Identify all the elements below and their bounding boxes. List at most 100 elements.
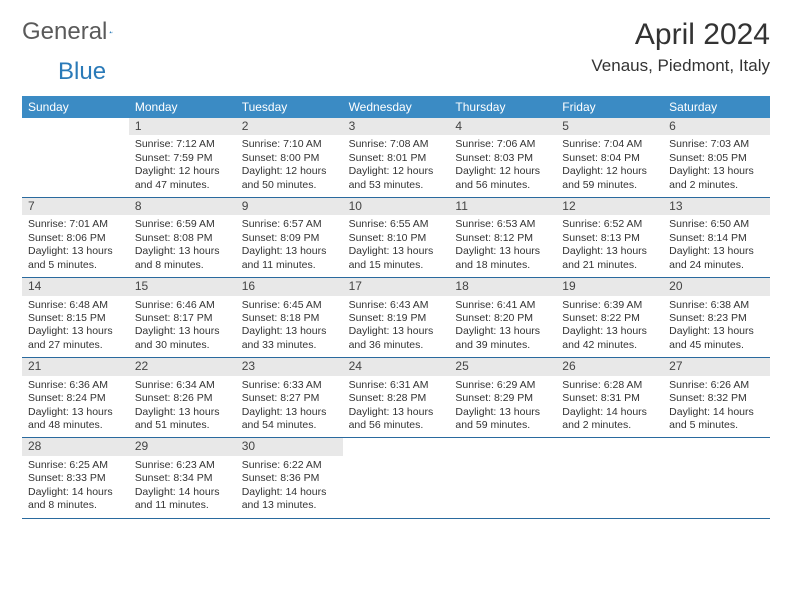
day-detail-line: Daylight: 13 hours and 5 minutes. [28,245,123,272]
day-number: 16 [236,278,343,295]
day-number: 3 [343,118,450,135]
day-detail-line: Sunrise: 6:57 AM [242,218,337,231]
day-number: 19 [556,278,663,295]
day-detail-line: Sunrise: 7:04 AM [562,138,657,151]
day-detail-line: Sunrise: 7:03 AM [669,138,764,151]
day-detail-line: Daylight: 13 hours and 24 minutes. [669,245,764,272]
day-detail-line: Sunset: 8:20 PM [455,312,550,325]
day-detail-line: Daylight: 13 hours and 33 minutes. [242,325,337,352]
day-detail-line: Sunset: 8:34 PM [135,472,230,485]
day-cell: 22Sunrise: 6:34 AMSunset: 8:26 PMDayligh… [129,358,236,437]
day-number: 22 [129,358,236,375]
day-detail-line: Sunrise: 6:48 AM [28,299,123,312]
day-detail-line: Daylight: 13 hours and 59 minutes. [455,406,550,433]
day-detail-line: Sunset: 8:03 PM [455,152,550,165]
day-detail-line: Sunset: 8:27 PM [242,392,337,405]
day-cell: 2Sunrise: 7:10 AMSunset: 8:00 PMDaylight… [236,118,343,197]
day-detail-line: Sunset: 8:08 PM [135,232,230,245]
day-detail-line: Sunrise: 6:34 AM [135,379,230,392]
day-number: 11 [449,198,556,215]
day-cell [663,438,770,517]
day-detail-line: Sunset: 8:18 PM [242,312,337,325]
day-cell: 7Sunrise: 7:01 AMSunset: 8:06 PMDaylight… [22,198,129,277]
weeks: 1Sunrise: 7:12 AMSunset: 7:59 PMDaylight… [22,118,770,519]
day-cell: 28Sunrise: 6:25 AMSunset: 8:33 PMDayligh… [22,438,129,517]
day-number: 12 [556,198,663,215]
day-detail-line: Daylight: 13 hours and 30 minutes. [135,325,230,352]
day-detail-line: Sunset: 8:33 PM [28,472,123,485]
day-detail-line: Daylight: 13 hours and 21 minutes. [562,245,657,272]
day-header-fri: Friday [556,96,663,118]
day-detail-line: Sunset: 8:09 PM [242,232,337,245]
day-detail-line: Sunset: 8:12 PM [455,232,550,245]
day-cell: 23Sunrise: 6:33 AMSunset: 8:27 PMDayligh… [236,358,343,437]
day-header-sat: Saturday [663,96,770,118]
day-detail-line: Sunrise: 6:25 AM [28,459,123,472]
day-number: 5 [556,118,663,135]
day-detail-line: Daylight: 13 hours and 45 minutes. [669,325,764,352]
day-detail-line: Daylight: 13 hours and 48 minutes. [28,406,123,433]
day-headers: Sunday Monday Tuesday Wednesday Thursday… [22,96,770,118]
day-detail-line: Daylight: 13 hours and 27 minutes. [28,325,123,352]
day-detail-line: Daylight: 14 hours and 11 minutes. [135,486,230,513]
day-detail-line: Sunrise: 6:28 AM [562,379,657,392]
day-number: 27 [663,358,770,375]
day-cell: 8Sunrise: 6:59 AMSunset: 8:08 PMDaylight… [129,198,236,277]
day-number: 24 [343,358,450,375]
week-row: 28Sunrise: 6:25 AMSunset: 8:33 PMDayligh… [22,438,770,518]
logo-text-2: Blue [58,58,106,85]
day-cell: 16Sunrise: 6:45 AMSunset: 8:18 PMDayligh… [236,278,343,357]
calendar: Sunday Monday Tuesday Wednesday Thursday… [22,96,770,519]
day-cell: 15Sunrise: 6:46 AMSunset: 8:17 PMDayligh… [129,278,236,357]
day-detail-line: Sunrise: 6:55 AM [349,218,444,231]
day-number: 15 [129,278,236,295]
day-cell: 1Sunrise: 7:12 AMSunset: 7:59 PMDaylight… [129,118,236,197]
day-cell: 14Sunrise: 6:48 AMSunset: 8:15 PMDayligh… [22,278,129,357]
day-cell: 17Sunrise: 6:43 AMSunset: 8:19 PMDayligh… [343,278,450,357]
day-detail-line: Daylight: 13 hours and 42 minutes. [562,325,657,352]
day-detail-line: Sunrise: 6:22 AM [242,459,337,472]
title-block: April 2024 Venaus, Piedmont, Italy [591,18,770,76]
day-number: 9 [236,198,343,215]
day-detail-line: Sunrise: 6:36 AM [28,379,123,392]
day-detail-line: Daylight: 13 hours and 8 minutes. [135,245,230,272]
day-detail-line: Sunset: 8:04 PM [562,152,657,165]
day-detail-line: Sunrise: 6:26 AM [669,379,764,392]
day-detail-line: Sunset: 8:24 PM [28,392,123,405]
day-cell [449,438,556,517]
day-number: 21 [22,358,129,375]
day-detail-line: Daylight: 13 hours and 2 minutes. [669,165,764,192]
day-cell [556,438,663,517]
day-number: 13 [663,198,770,215]
day-header-wed: Wednesday [343,96,450,118]
day-detail-line: Sunrise: 7:06 AM [455,138,550,151]
day-number: 6 [663,118,770,135]
day-detail-line: Sunrise: 6:46 AM [135,299,230,312]
day-detail-line: Sunset: 8:28 PM [349,392,444,405]
week-row: 1Sunrise: 7:12 AMSunset: 7:59 PMDaylight… [22,118,770,198]
day-detail-line: Sunset: 8:01 PM [349,152,444,165]
day-header-thu: Thursday [449,96,556,118]
month-title: April 2024 [591,18,770,52]
day-detail-line: Sunset: 8:06 PM [28,232,123,245]
day-number: 10 [343,198,450,215]
day-detail-line: Sunset: 8:36 PM [242,472,337,485]
day-cell: 11Sunrise: 6:53 AMSunset: 8:12 PMDayligh… [449,198,556,277]
day-detail-line: Daylight: 12 hours and 47 minutes. [135,165,230,192]
day-detail-line: Daylight: 14 hours and 5 minutes. [669,406,764,433]
day-detail-line: Daylight: 12 hours and 53 minutes. [349,165,444,192]
day-detail-line: Sunset: 8:00 PM [242,152,337,165]
week-row: 21Sunrise: 6:36 AMSunset: 8:24 PMDayligh… [22,358,770,438]
day-detail-line: Sunset: 8:32 PM [669,392,764,405]
week-row: 7Sunrise: 7:01 AMSunset: 8:06 PMDaylight… [22,198,770,278]
day-detail-line: Sunrise: 6:43 AM [349,299,444,312]
day-number: 23 [236,358,343,375]
day-cell: 6 Sunrise: 7:03 AMSunset: 8:05 PMDaylight… [663,118,770,197]
day-detail-line: Sunrise: 6:31 AM [349,379,444,392]
day-cell: 25Sunrise: 6:29 AMSunset: 8:29 PMDayligh… [449,358,556,437]
day-detail-line: Sunrise: 6:52 AM [562,218,657,231]
day-detail-line: Sunrise: 6:39 AM [562,299,657,312]
day-number: 25 [449,358,556,375]
day-detail-line: Sunset: 8:13 PM [562,232,657,245]
day-detail-line: Sunset: 8:05 PM [669,152,764,165]
